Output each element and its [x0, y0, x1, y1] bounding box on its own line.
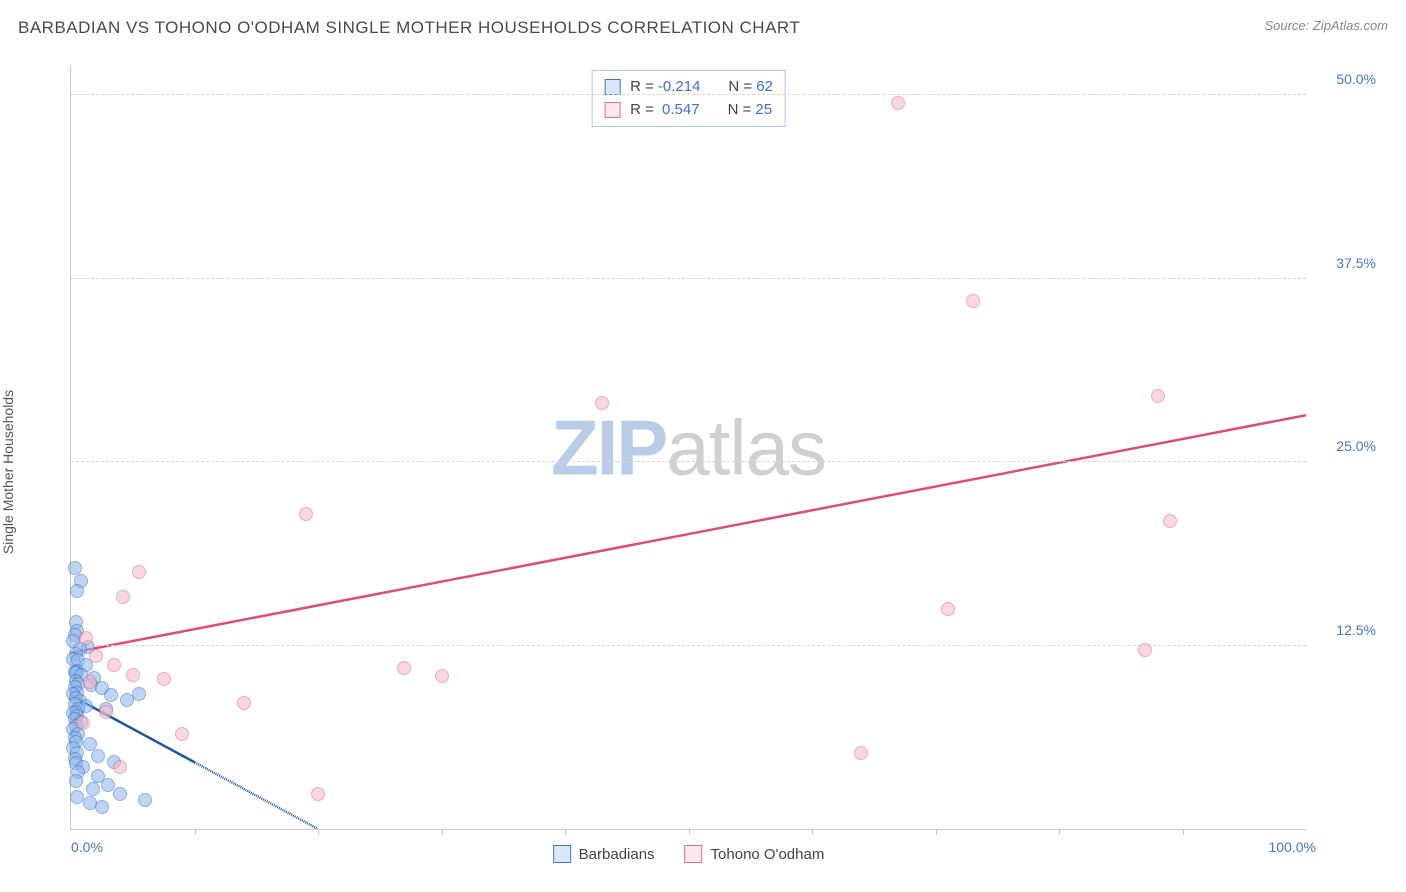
- watermark: ZIPatlas: [551, 402, 826, 493]
- x-minor-tick: [812, 829, 813, 835]
- scatter-point-tohono: [126, 668, 140, 682]
- scatter-point-tohono: [311, 787, 325, 801]
- scatter-point-barbadians: [95, 800, 109, 814]
- stats-n-tohono: N =25: [728, 99, 772, 122]
- x-minor-tick: [689, 829, 690, 835]
- legend-label-tohono: Tohono O'odham: [711, 846, 825, 863]
- x-minor-tick: [565, 829, 566, 835]
- legend: Barbadians Tohono O'odham: [553, 845, 825, 863]
- trend-line-dash-barbadians: [195, 762, 319, 829]
- x-minor-tick: [936, 829, 937, 835]
- scatter-point-barbadians: [86, 782, 100, 796]
- stats-swatch-barbadians: [604, 79, 620, 95]
- chart-title: BARBADIAN VS TOHONO O'ODHAM SINGLE MOTHE…: [18, 18, 800, 38]
- grid-line-h: [71, 461, 1306, 462]
- grid-line-h: [71, 94, 1306, 95]
- scatter-point-tohono: [157, 672, 171, 686]
- legend-item-tohono: Tohono O'odham: [685, 845, 825, 863]
- chart-container: Single Mother Households ZIPatlas R =-0.…: [18, 58, 1388, 870]
- x-minor-tick: [318, 829, 319, 835]
- scatter-point-tohono: [435, 669, 449, 683]
- scatter-point-barbadians: [132, 687, 146, 701]
- scatter-point-barbadians: [101, 778, 115, 792]
- plot-area: ZIPatlas R =-0.214N =62R = 0.547N =25 Ba…: [70, 66, 1306, 830]
- scatter-point-tohono: [237, 696, 251, 710]
- scatter-point-tohono: [83, 675, 97, 689]
- scatter-point-barbadians: [69, 774, 83, 788]
- y-tick-label: 50.0%: [1316, 71, 1376, 87]
- y-tick-label: 37.5%: [1316, 255, 1376, 271]
- x-minor-tick: [442, 829, 443, 835]
- scatter-point-barbadians: [68, 561, 82, 575]
- scatter-point-tohono: [595, 396, 609, 410]
- scatter-point-tohono: [1151, 389, 1165, 403]
- scatter-point-tohono: [941, 602, 955, 616]
- scatter-point-barbadians: [91, 749, 105, 763]
- x-tick-left: 0.0%: [71, 839, 103, 855]
- scatter-point-tohono: [397, 661, 411, 675]
- trend-line-tohono: [71, 415, 1306, 653]
- scatter-point-tohono: [99, 705, 113, 719]
- stats-row-tohono: R = 0.547 N =25: [604, 99, 773, 122]
- grid-line-h: [71, 278, 1306, 279]
- legend-label-barbadians: Barbadians: [579, 846, 655, 863]
- scatter-point-tohono: [113, 760, 127, 774]
- trend-lines: [71, 66, 1306, 829]
- x-minor-tick: [1059, 829, 1060, 835]
- y-axis-label: Single Mother Households: [0, 390, 16, 554]
- scatter-point-barbadians: [138, 793, 152, 807]
- x-minor-tick: [1183, 829, 1184, 835]
- grid-line-h: [71, 645, 1306, 646]
- x-tick-right: 100.0%: [1269, 839, 1316, 855]
- scatter-point-barbadians: [104, 688, 118, 702]
- scatter-point-tohono: [966, 294, 980, 308]
- legend-swatch-tohono: [685, 845, 703, 863]
- x-minor-tick: [195, 829, 196, 835]
- scatter-point-tohono: [89, 649, 103, 663]
- watermark-atlas: atlas: [666, 402, 826, 493]
- legend-swatch-barbadians: [553, 845, 571, 863]
- y-tick-label: 12.5%: [1316, 622, 1376, 638]
- scatter-point-tohono: [1163, 514, 1177, 528]
- scatter-point-tohono: [1138, 643, 1152, 657]
- legend-item-barbadians: Barbadians: [553, 845, 655, 863]
- stats-r-tohono: R = 0.547: [630, 99, 699, 122]
- scatter-point-tohono: [107, 658, 121, 672]
- scatter-point-tohono: [116, 590, 130, 604]
- scatter-point-tohono: [132, 565, 146, 579]
- chart-source: Source: ZipAtlas.com: [1264, 18, 1388, 33]
- scatter-point-tohono: [79, 631, 93, 645]
- scatter-point-tohono: [175, 727, 189, 741]
- scatter-point-tohono: [891, 96, 905, 110]
- y-tick-label: 25.0%: [1316, 438, 1376, 454]
- stats-box: R =-0.214N =62R = 0.547N =25: [591, 70, 786, 127]
- scatter-point-barbadians: [70, 584, 84, 598]
- scatter-point-tohono: [854, 746, 868, 760]
- scatter-point-tohono: [76, 716, 90, 730]
- scatter-point-tohono: [299, 507, 313, 521]
- scatter-point-barbadians: [113, 787, 127, 801]
- stats-swatch-tohono: [604, 102, 620, 118]
- watermark-zip: ZIP: [551, 402, 666, 493]
